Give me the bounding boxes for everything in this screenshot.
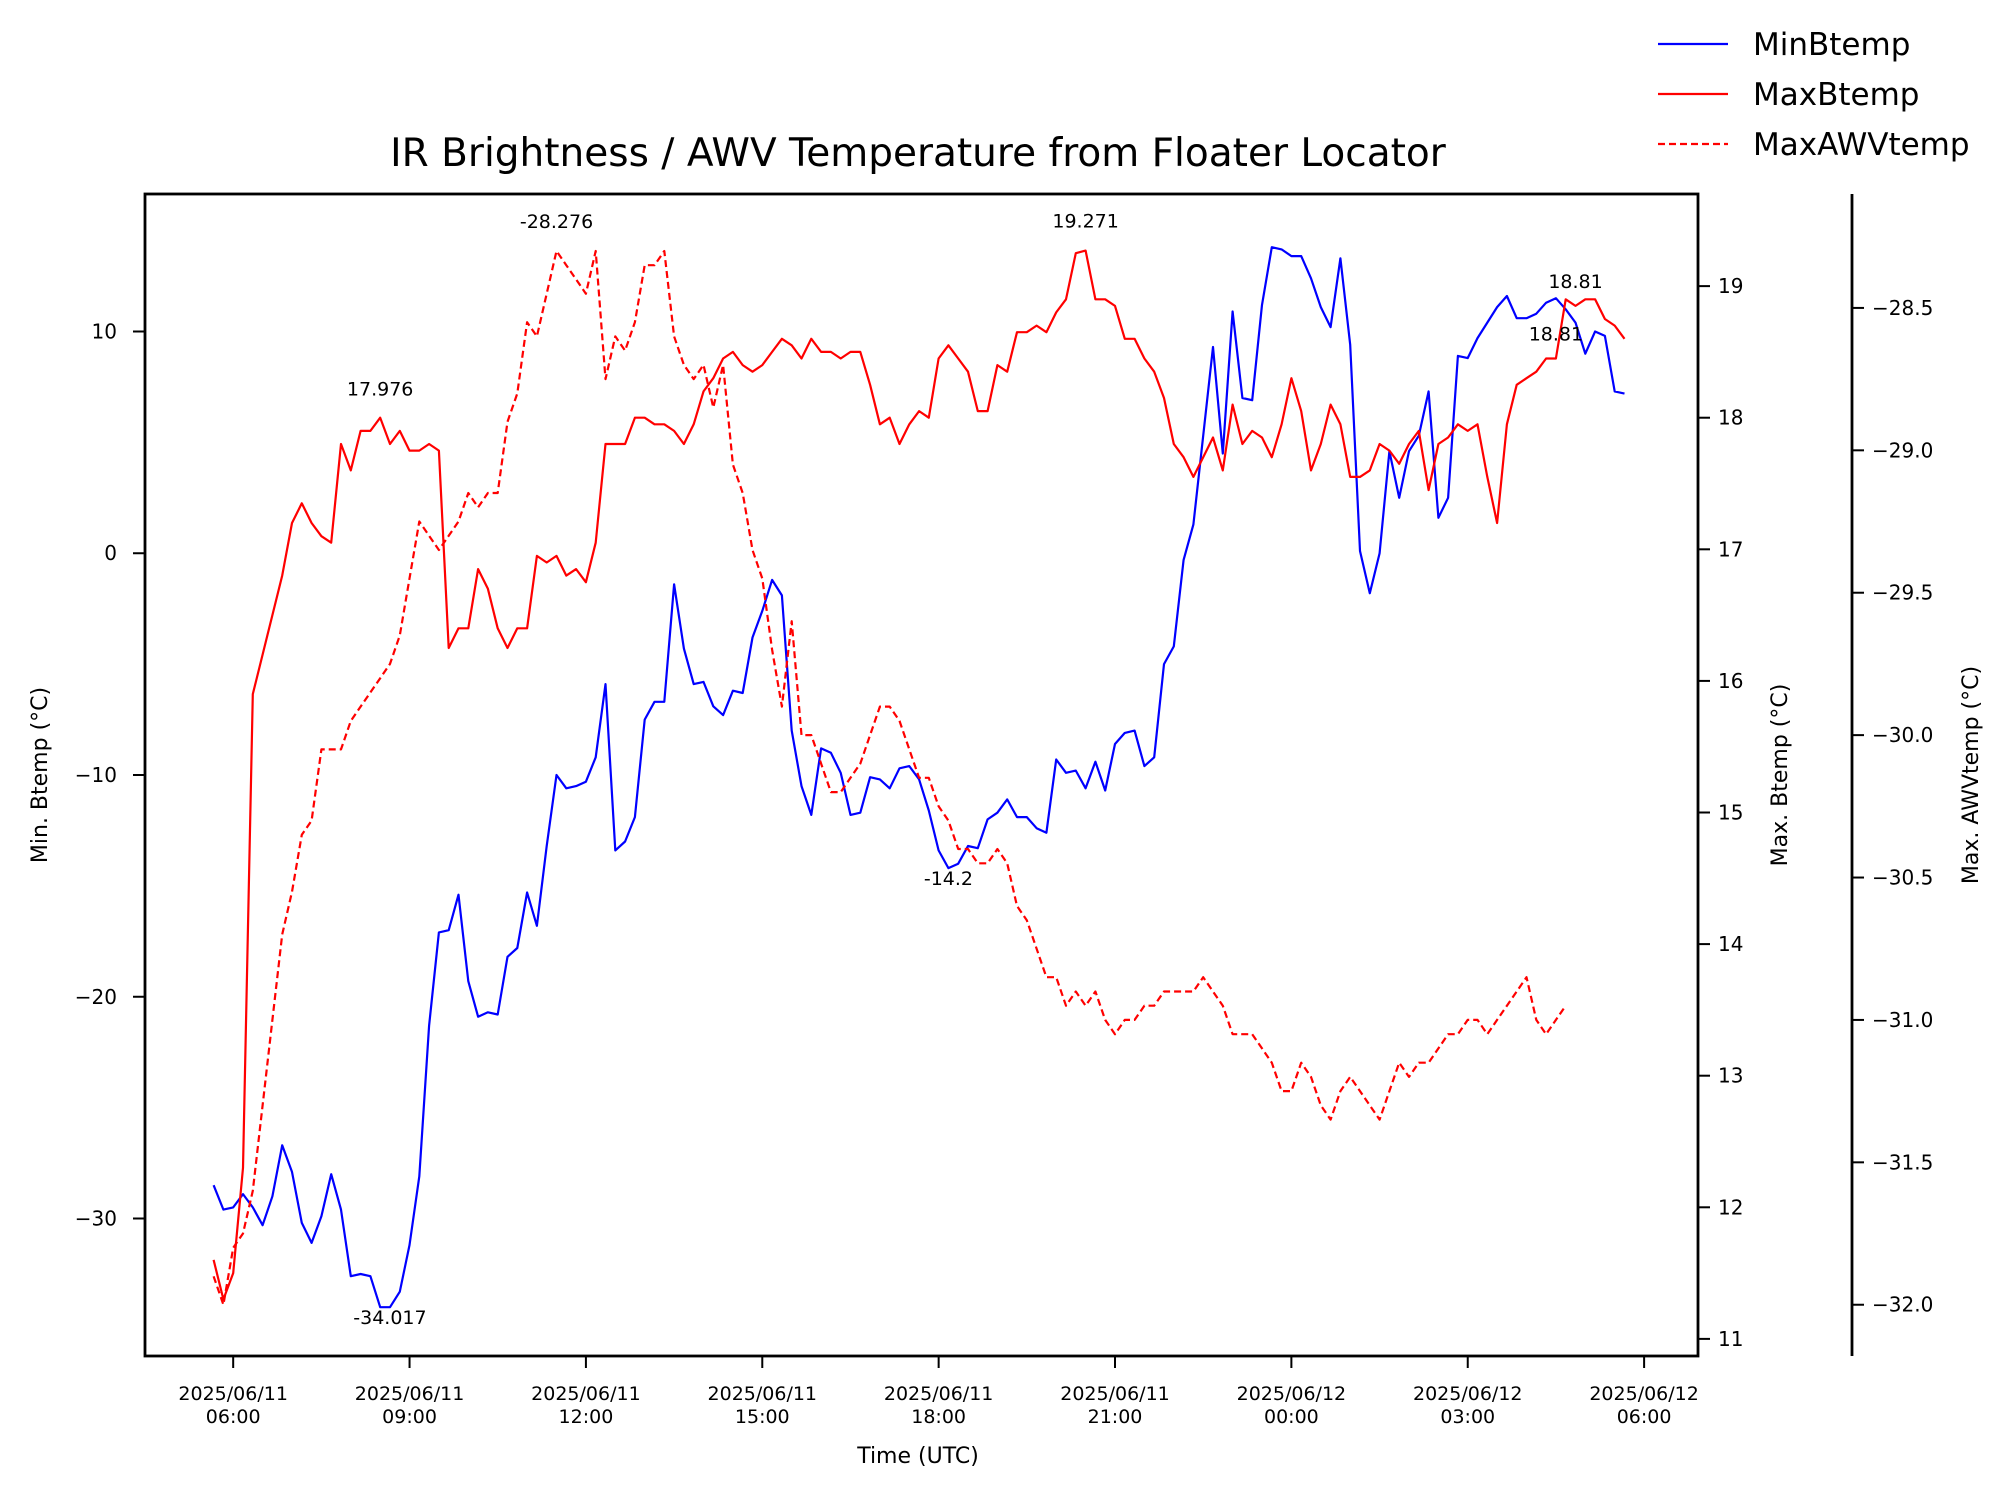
left-tick-label: 0 — [104, 541, 117, 565]
legend: MinBtemp MaxBtemp MaxAWVtemp — [1658, 27, 1970, 163]
data-label: 18.81 — [1529, 323, 1583, 345]
x-tick-label: 15:00 — [735, 1406, 790, 1428]
right-tick-label: 15 — [1718, 801, 1743, 825]
right-tick-label: 19 — [1718, 274, 1743, 298]
left-tick-label: −30 — [75, 1207, 117, 1231]
right-tick-label: 18 — [1718, 406, 1743, 430]
x-tick-label: 12:00 — [559, 1406, 614, 1428]
x-tick-label: 2025/06/12 — [1589, 1383, 1699, 1405]
x-tick-label: 2025/06/11 — [531, 1383, 641, 1405]
data-label: 18.81 — [1548, 271, 1602, 293]
x-tick-label: 03:00 — [1440, 1406, 1495, 1428]
x-axis-label: Time (UTC) — [856, 1444, 979, 1469]
legend-label-maxawvtemp: MaxAWVtemp — [1753, 127, 1970, 163]
series-line-maxawvtemp — [212, 249, 1567, 1306]
left-axis-label: Min. Btemp (°C) — [28, 687, 53, 863]
right-axis-label: Max. Btemp (°C) — [1768, 684, 1793, 867]
x-tick-label: 2025/06/11 — [355, 1383, 465, 1405]
x-tick-label: 06:00 — [1617, 1406, 1672, 1428]
right-tick-label: 13 — [1718, 1064, 1743, 1088]
x-tick-label: 2025/06/11 — [884, 1383, 994, 1405]
x-tick-label: 09:00 — [382, 1406, 437, 1428]
right-tick-label: 12 — [1718, 1195, 1743, 1219]
awv-tick-label: −31.0 — [1872, 1008, 1933, 1032]
data-label: -34.017 — [353, 1307, 426, 1329]
awv-axis-label: Max. AWVtemp (°C) — [1959, 666, 1984, 884]
data-label: -14.2 — [924, 868, 973, 890]
x-tick-label: 18:00 — [911, 1406, 966, 1428]
chart-title: IR Brightness / AWV Temperature from Flo… — [390, 131, 1447, 176]
awv-tick-label: −30.5 — [1872, 866, 1933, 890]
left-tick-label: −10 — [75, 763, 117, 787]
awv-tick-label: −28.5 — [1872, 296, 1933, 320]
right-tick-label: 11 — [1718, 1327, 1743, 1351]
series-line-maxbtemp — [212, 249, 1626, 1301]
x-tick-label: 00:00 — [1264, 1406, 1319, 1428]
data-label: 19.271 — [1052, 211, 1118, 233]
x-tick-label: 2025/06/12 — [1413, 1383, 1523, 1405]
awv-tick-label: −29.0 — [1872, 438, 1933, 462]
x-tick-label: 2025/06/11 — [1060, 1383, 1170, 1405]
left-tick-label: −20 — [75, 985, 117, 1009]
awv-tick-label: −29.5 — [1872, 581, 1933, 605]
right-tick-label: 17 — [1718, 537, 1743, 561]
awv-tick-label: −32.0 — [1872, 1293, 1933, 1317]
right-tick-label: 14 — [1718, 932, 1743, 956]
x-tick-label: 21:00 — [1088, 1406, 1143, 1428]
data-label: -28.276 — [520, 211, 593, 233]
x-tick-label: 2025/06/11 — [178, 1383, 288, 1405]
plot-frame — [143, 192, 1700, 1358]
data-label: 17.976 — [347, 379, 413, 401]
legend-label-maxbtemp: MaxBtemp — [1753, 77, 1919, 113]
axes-layer: 2025/06/1106:002025/06/1109:002025/06/11… — [28, 192, 1984, 1428]
x-tick-label: 06:00 — [206, 1406, 261, 1428]
plot-layer: 17.976 -34.017 -28.276 -14.2 19.271 18.81 18.8… — [212, 211, 1626, 1329]
legend-label-minbtemp: MinBtemp — [1753, 27, 1910, 63]
x-tick-label: 2025/06/11 — [708, 1383, 818, 1405]
right-tick-label: 16 — [1718, 669, 1743, 693]
awv-tick-label: −30.0 — [1872, 723, 1933, 747]
awv-tick-label: −31.5 — [1872, 1150, 1933, 1174]
left-tick-label: 10 — [92, 319, 117, 343]
x-tick-label: 2025/06/12 — [1237, 1383, 1347, 1405]
